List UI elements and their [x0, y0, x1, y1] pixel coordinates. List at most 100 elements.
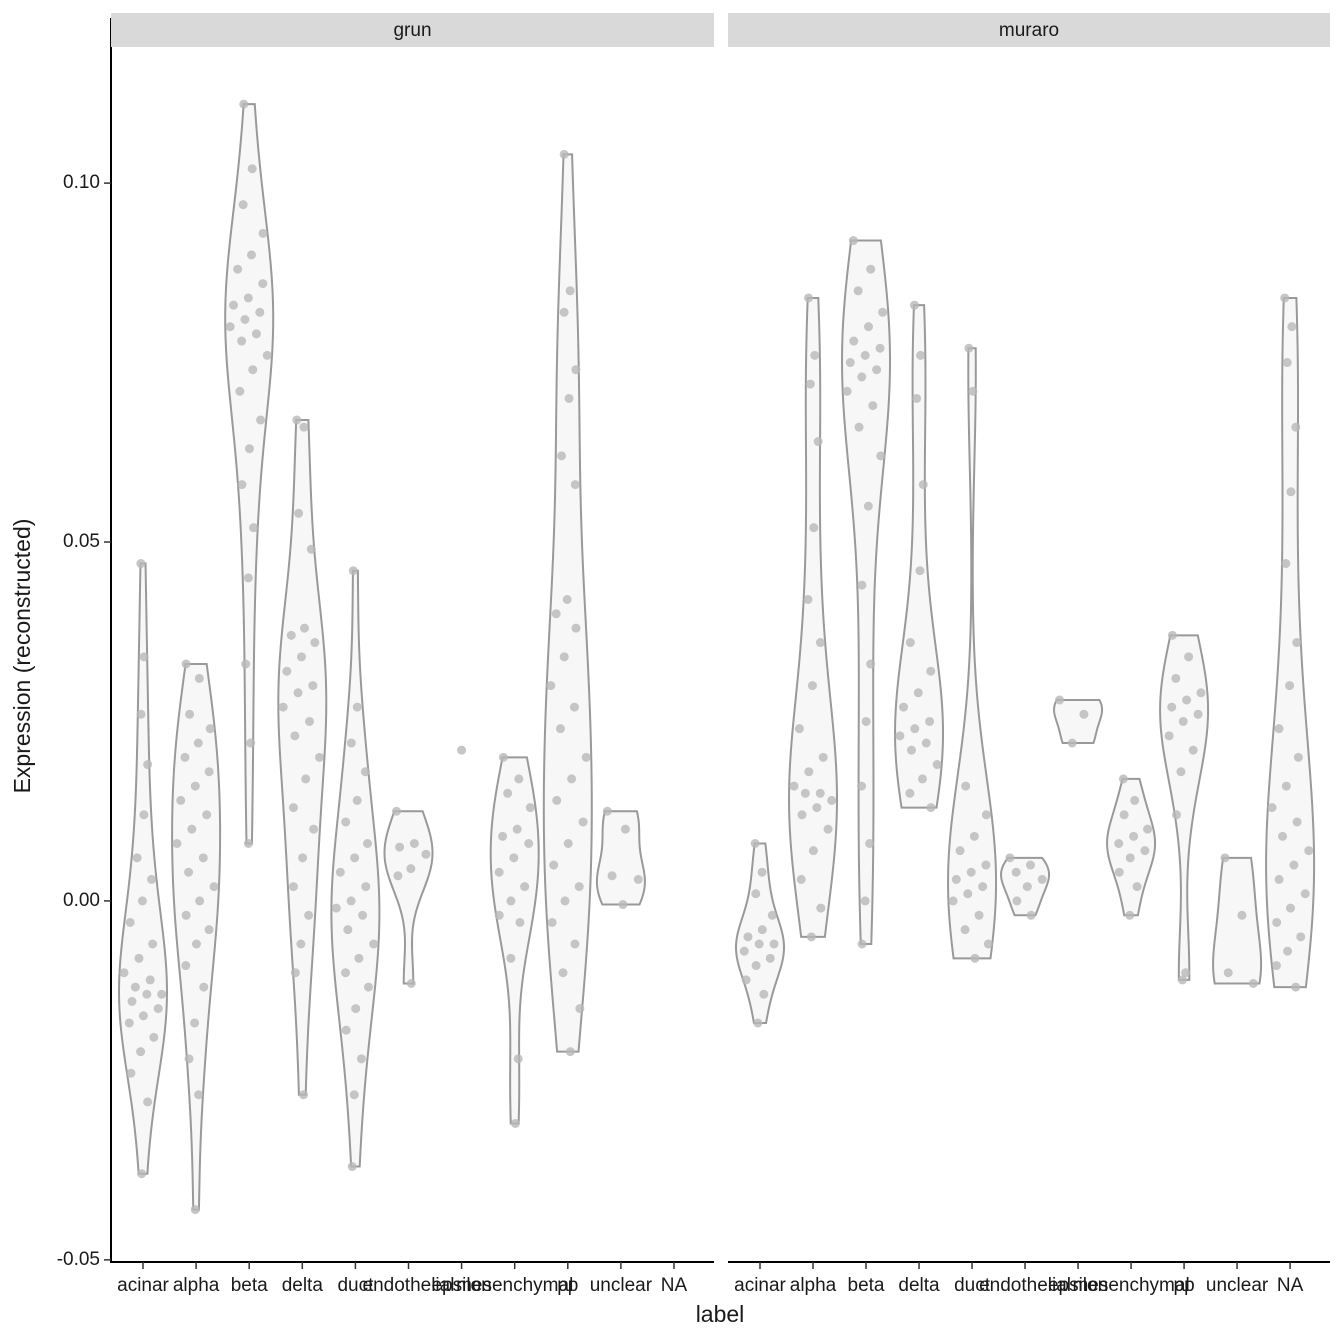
point: [1237, 910, 1247, 920]
point: [498, 752, 508, 762]
point: [857, 580, 867, 590]
point: [310, 638, 320, 648]
point: [921, 738, 931, 748]
point: [866, 264, 876, 274]
point: [759, 989, 769, 999]
point: [753, 1018, 763, 1028]
point: [143, 760, 153, 770]
point: [190, 781, 200, 791]
x-tick-label: endothelial: [979, 1275, 1071, 1296]
x-tick-label: delta: [282, 1275, 324, 1296]
point: [506, 953, 516, 963]
point: [132, 853, 142, 863]
point: [512, 824, 522, 834]
point: [555, 724, 565, 734]
x-tick-label: acinar: [734, 1275, 786, 1296]
point: [157, 989, 167, 999]
point: [255, 307, 265, 317]
point: [1274, 724, 1284, 734]
point: [951, 874, 961, 884]
point: [243, 573, 253, 583]
point: [1182, 695, 1192, 705]
point: [557, 451, 567, 461]
point: [349, 1090, 359, 1100]
point: [913, 688, 923, 698]
point: [247, 164, 257, 174]
point: [1274, 874, 1284, 884]
point: [864, 322, 874, 332]
point: [794, 724, 804, 734]
point: [809, 523, 819, 533]
point: [190, 1205, 200, 1215]
point: [184, 867, 194, 877]
point: [181, 910, 191, 920]
point: [406, 978, 416, 988]
point: [346, 896, 356, 906]
point: [1291, 982, 1301, 992]
point: [341, 1025, 351, 1035]
point: [136, 709, 146, 719]
point: [1114, 867, 1124, 877]
point: [309, 824, 319, 834]
point: [895, 731, 905, 741]
point: [190, 1018, 200, 1028]
point: [356, 1054, 366, 1064]
point: [812, 803, 822, 813]
point: [767, 910, 777, 920]
point: [803, 594, 813, 604]
point: [1114, 839, 1124, 849]
point: [341, 817, 351, 827]
point: [1285, 681, 1295, 691]
point: [1181, 968, 1191, 978]
point: [127, 996, 137, 1006]
point: [797, 810, 807, 820]
point: [199, 982, 209, 992]
x-tick-label: NA: [661, 1275, 688, 1296]
point: [1118, 774, 1128, 784]
point: [193, 738, 203, 748]
point: [299, 422, 309, 432]
point: [1125, 910, 1135, 920]
point: [743, 932, 753, 942]
point: [804, 767, 814, 777]
x-tick-label: mesenchymal: [456, 1275, 573, 1296]
point: [868, 401, 878, 411]
point: [293, 688, 303, 698]
point: [1132, 882, 1142, 892]
point: [308, 681, 318, 691]
x-tick-label: acinar: [117, 1275, 169, 1296]
point: [233, 264, 243, 274]
point: [137, 1169, 147, 1179]
point: [1079, 709, 1089, 719]
point: [876, 451, 886, 461]
point: [244, 444, 254, 454]
point: [915, 566, 925, 576]
point: [258, 279, 268, 289]
point: [138, 1011, 148, 1021]
point: [286, 630, 296, 640]
point: [369, 939, 379, 949]
point: [878, 307, 888, 317]
point: [549, 860, 559, 870]
point: [119, 968, 129, 978]
point: [1188, 745, 1198, 755]
point: [304, 910, 314, 920]
point: [800, 788, 810, 798]
point: [813, 437, 823, 447]
point: [741, 975, 751, 985]
point: [1005, 853, 1015, 863]
point: [906, 745, 916, 755]
x-tick-label: NA: [1277, 1275, 1304, 1296]
point: [202, 810, 212, 820]
point: [343, 925, 353, 935]
y-tick-label: 0.10: [63, 172, 100, 193]
point: [498, 831, 508, 841]
point: [948, 896, 958, 906]
point: [145, 975, 155, 985]
point: [1292, 638, 1302, 648]
point: [1286, 487, 1296, 497]
point: [225, 322, 235, 332]
point: [1271, 961, 1281, 971]
point: [354, 953, 364, 963]
x-tick-label: beta: [848, 1275, 885, 1296]
